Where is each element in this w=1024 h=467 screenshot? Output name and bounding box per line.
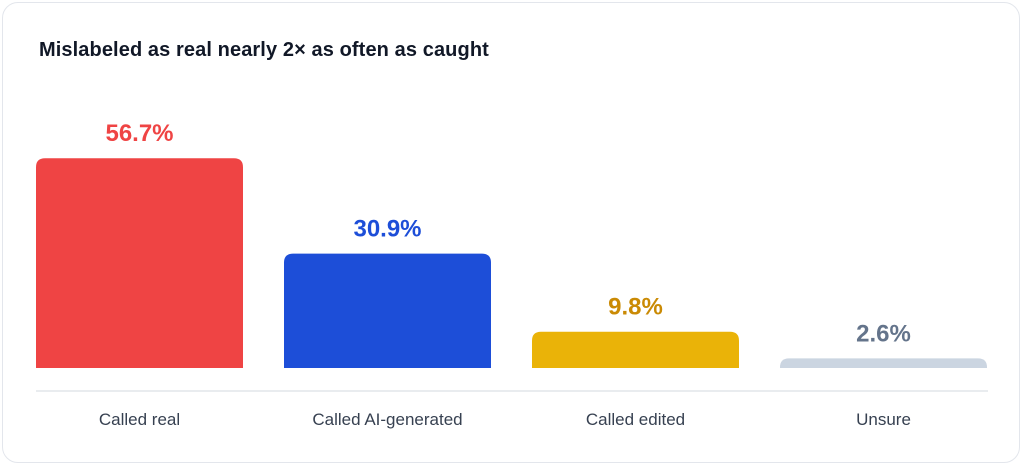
category-label-called-edited: Called edited xyxy=(586,410,685,429)
chart-title: Mislabeled as real nearly 2× as often as… xyxy=(39,39,489,61)
category-label-called-ai-generated: Called AI-generated xyxy=(312,410,462,429)
category-label-unsure: Unsure xyxy=(856,410,911,429)
category-label-called-real: Called real xyxy=(99,410,180,429)
data-label-called-real: 56.7% xyxy=(105,120,173,147)
bar-called-ai-generated xyxy=(284,253,491,368)
data-label-called-edited: 9.8% xyxy=(608,294,663,321)
bar-unsure xyxy=(780,358,987,368)
bar-called-edited xyxy=(532,331,739,368)
bar-called-real xyxy=(36,158,243,368)
data-label-unsure: 2.6% xyxy=(856,320,911,347)
data-label-called-ai-generated: 30.9% xyxy=(353,216,421,243)
